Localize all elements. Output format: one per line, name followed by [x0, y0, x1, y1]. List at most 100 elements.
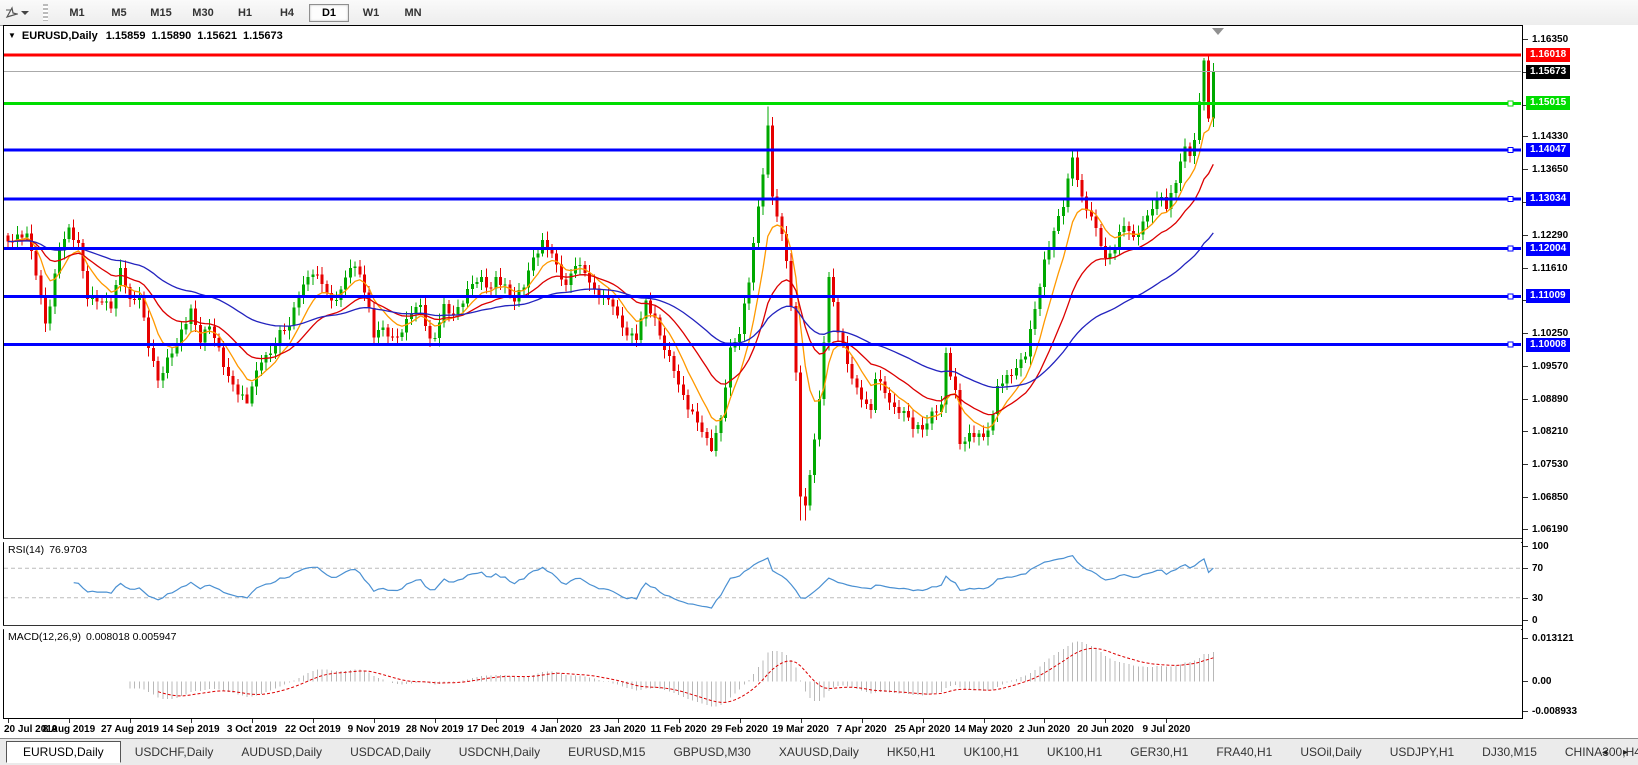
- price-tick-mark: [1523, 365, 1528, 367]
- macd-values: 0.008018 0.005947: [85, 631, 177, 643]
- date-label: 29 Feb 2020: [711, 724, 768, 735]
- price-tick-label: 1.06190: [1532, 523, 1569, 535]
- date-label: 14 Sep 2019: [162, 724, 220, 735]
- price-tick-mark: [1523, 528, 1528, 530]
- price-tick-mark: [1523, 333, 1528, 335]
- date-label: 25 Apr 2020: [894, 724, 951, 735]
- timeframe-button-h1[interactable]: H1: [237, 6, 253, 19]
- date-tick-mark: [312, 719, 314, 723]
- support-line-label: 1.13034: [1526, 191, 1571, 206]
- macd-pane[interactable]: [4, 629, 1521, 717]
- symbol-tab-fra40-h1[interactable]: FRA40,H1: [1216, 745, 1273, 759]
- current-price-label: 1.15673: [1526, 64, 1571, 79]
- line-handle[interactable]: [1507, 293, 1514, 300]
- symbol-tab-ger30-h1[interactable]: GER30,H1: [1130, 745, 1189, 759]
- tab-scroll-right-icon[interactable]: ▸: [1622, 747, 1628, 758]
- symbol-tab-china300-h4[interactable]: CHINA300,H4: [1564, 745, 1638, 759]
- timeframe-button-m30[interactable]: M30: [192, 6, 214, 19]
- macd-signal-line: [157, 647, 1214, 703]
- rsi-value: 76.9703: [49, 544, 88, 556]
- date-tick-mark: [434, 719, 436, 723]
- date-label: 3 Oct 2019: [226, 724, 277, 735]
- price-tick-mark: [1523, 431, 1528, 433]
- timeframe-button-w1[interactable]: W1: [362, 6, 380, 19]
- price-tick-label: 1.08210: [1532, 426, 1569, 438]
- symbol-tab-usdchf-daily[interactable]: USDCHF,Daily: [134, 745, 214, 759]
- macd-label-row: MACD(12,26,9) 0.008018 0.005947: [8, 631, 176, 643]
- date-label: 28 Nov 2019: [405, 724, 464, 735]
- date-label: 27 Aug 2019: [100, 724, 159, 735]
- rsi-tick-mark: [1523, 568, 1528, 570]
- ma-slow-line: [8, 232, 1214, 389]
- date-tick-mark: [678, 719, 680, 723]
- price-tick-mark: [1523, 496, 1528, 498]
- timeframe-button-m1[interactable]: M1: [69, 6, 85, 19]
- price-tick-label: 1.06850: [1532, 491, 1569, 503]
- symbol-tab-dj30-m15[interactable]: DJ30,M15: [1482, 745, 1537, 759]
- date-tick-mark: [556, 719, 558, 723]
- chart-menu-caret-icon[interactable]: ▼: [8, 31, 16, 40]
- date-label: 23 Jan 2020: [589, 724, 646, 735]
- symbol-tab-gbpusd-m30[interactable]: GBPUSD,M30: [673, 745, 751, 759]
- timeframe-button-m5[interactable]: M5: [111, 6, 127, 19]
- symbol-tab-hk50-h1[interactable]: HK50,H1: [886, 745, 936, 759]
- line-handle[interactable]: [1507, 245, 1514, 252]
- rsi-tick-label: 30: [1532, 592, 1544, 604]
- tab-scroll-controls: ◂ ▸: [1602, 747, 1628, 758]
- date-label: 11 Feb 2020: [650, 724, 707, 735]
- rsi-tick-mark: [1523, 597, 1528, 599]
- rsi-tick-mark: [1523, 546, 1528, 547]
- support-line-label: 1.14047: [1526, 143, 1571, 158]
- timeframe-button-mn[interactable]: MN: [404, 6, 422, 19]
- timeframe-button-h4[interactable]: H4: [279, 6, 295, 19]
- line-handle[interactable]: [1507, 147, 1514, 154]
- cursor-tool-button[interactable]: [1, 4, 33, 21]
- rsi-line: [73, 555, 1214, 609]
- date-axis[interactable]: 20 Jul 2019 8 Aug 2019 27 Aug 2019 14 Sep 2…: [4, 719, 1522, 738]
- symbol-tab-usdjpy-h1[interactable]: USDJPY,H1: [1389, 745, 1455, 759]
- symbol-tab-xauusd-daily[interactable]: XAUUSD,Daily: [778, 745, 859, 759]
- date-label: 19 Mar 2020: [772, 724, 829, 735]
- symbol-tab-audusd-daily[interactable]: AUDUSD,Daily: [241, 745, 323, 759]
- price-tick-label: 1.09570: [1532, 360, 1569, 372]
- date-label: 20 Jul 2019: [4, 724, 58, 735]
- chart-border-top: [3, 25, 1638, 26]
- macd-histogram: [129, 641, 1214, 707]
- date-tick-mark: [190, 719, 192, 723]
- rsi-tick-mark: [1523, 620, 1528, 621]
- date-tick-mark: [739, 719, 741, 723]
- line-handle[interactable]: [1507, 100, 1514, 107]
- date-tick-mark: [617, 719, 619, 723]
- price-tick-mark: [1523, 201, 1528, 203]
- chart-title: ▼ EURUSD,Daily 1.15859 1.15890 1.15621 1…: [8, 30, 283, 42]
- symbol-tab-uk100-h1[interactable]: UK100,H1: [963, 745, 1019, 759]
- date-label: 9 Jul 2020: [1142, 724, 1191, 735]
- date-tick-mark: [251, 719, 253, 723]
- symbol-tab-eurusd-daily[interactable]: EURUSD,Daily: [6, 741, 121, 763]
- timeframe-button-m15[interactable]: M15: [150, 6, 172, 19]
- line-handle[interactable]: [1507, 195, 1514, 202]
- symbol-tab-eurusd-m15[interactable]: EURUSD,M15: [568, 745, 646, 759]
- line-handle[interactable]: [1507, 341, 1514, 348]
- macd-tick-label: 0.013121: [1532, 632, 1574, 644]
- date-label: 14 May 2020: [954, 724, 1013, 735]
- tab-scroll-left-icon[interactable]: ◂: [1601, 747, 1607, 758]
- chart-shift-marker-icon[interactable]: [1212, 28, 1224, 35]
- date-tick-mark: [1166, 719, 1168, 723]
- price-axis[interactable]: 1.163501.156701.149901.143301.136501.129…: [1522, 25, 1638, 719]
- price-tick-mark: [1523, 398, 1528, 400]
- date-tick-mark: [8, 719, 9, 723]
- main-price-pane[interactable]: [4, 26, 1521, 537]
- rsi-pane[interactable]: [4, 542, 1521, 624]
- date-tick-mark: [495, 719, 497, 723]
- symbol-tab-usdcad-daily[interactable]: USDCAD,Daily: [350, 745, 431, 759]
- ma-mid-line: [8, 164, 1214, 416]
- symbol-tab-uk100-h1[interactable]: UK100,H1: [1046, 745, 1103, 759]
- symbol-tab-usdcnh-daily[interactable]: USDCNH,Daily: [458, 745, 541, 759]
- timeframe-button-d1[interactable]: D1: [309, 3, 349, 22]
- symbol-tab-bar: EURUSD,Daily USDCHF,Daily AUDUSD,Daily USDC…: [0, 738, 1638, 765]
- symbol-tab-usoil-daily[interactable]: USOil,Daily: [1300, 745, 1362, 759]
- price-tick-label: 1.14330: [1532, 131, 1569, 143]
- chart-border-left: [3, 25, 4, 719]
